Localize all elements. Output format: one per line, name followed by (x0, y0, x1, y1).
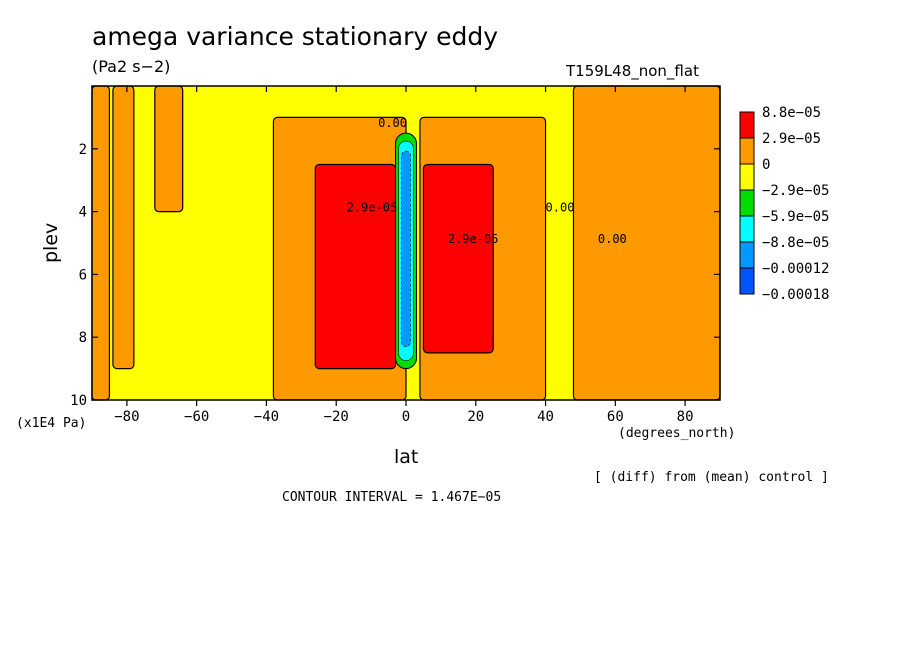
colorbar-label: −2.9e−05 (762, 183, 829, 199)
colorbar-label: 8.8e−05 (762, 105, 821, 121)
colorbar-label: −8.8e−05 (762, 235, 829, 251)
x-tick-label: −40 (254, 409, 279, 425)
region-2 (154, 85, 184, 213)
colorbar-label: 0 (762, 157, 770, 173)
x-tick-label: 40 (537, 409, 554, 425)
colorbar-swatch (739, 241, 755, 269)
contour-interval: CONTOUR INTERVAL = 1.467E−05 (282, 490, 502, 505)
chart-title: amega variance stationary eddy (92, 22, 499, 51)
units-label: (Pa2 s−2) (92, 57, 171, 76)
contour-label: 0.00 (546, 201, 575, 215)
colorbar-label: 2.9e−05 (762, 131, 821, 147)
colorbar-swatch (739, 163, 755, 191)
colorbar-label: −0.00012 (762, 261, 829, 277)
colorbar-swatch (739, 189, 755, 217)
colorbar-swatch (739, 267, 755, 295)
run-label: T159L48_non_flat (566, 62, 699, 80)
x-tick-label: −60 (184, 409, 209, 425)
x-tick-label: 60 (607, 409, 624, 425)
region-0 (91, 85, 111, 401)
x-tick-label: −80 (114, 409, 139, 425)
colorbar-label: −5.9e−05 (762, 209, 829, 225)
y-tick-label: 4 (79, 205, 87, 221)
colorbar-swatch (739, 111, 755, 139)
region-4 (314, 163, 397, 370)
region-8 (572, 85, 721, 401)
contour-label: 0.00 (598, 232, 627, 246)
colorbar-swatch (739, 137, 755, 165)
x-tick-label: 0 (402, 409, 410, 425)
y-tick-label: 6 (79, 267, 87, 283)
x-tick-label: −20 (324, 409, 349, 425)
y-tick-label: 10 (70, 393, 87, 409)
colorbar-swatch (739, 215, 755, 243)
x-axis-unit: (degrees_north) (618, 426, 736, 441)
contour-label: 2.9e-05 (448, 232, 499, 246)
region-5-core (401, 150, 411, 347)
contour-label: 2.9e-05 (347, 201, 398, 215)
x-axis-label: lat (394, 446, 419, 468)
contour-label: 0.00 (378, 116, 407, 130)
colorbar-label: −0.00018 (762, 287, 829, 303)
diff-note: [ (diff) from (mean) control ] (594, 470, 829, 485)
x-tick-label: 20 (467, 409, 484, 425)
x-tick-label: 80 (677, 409, 694, 425)
region-1 (112, 85, 135, 370)
y-tick-label: 2 (79, 142, 87, 158)
y-tick-label: 8 (79, 330, 87, 346)
y-axis-unit: (x1E4 Pa) (16, 416, 87, 431)
region-7 (422, 163, 494, 354)
